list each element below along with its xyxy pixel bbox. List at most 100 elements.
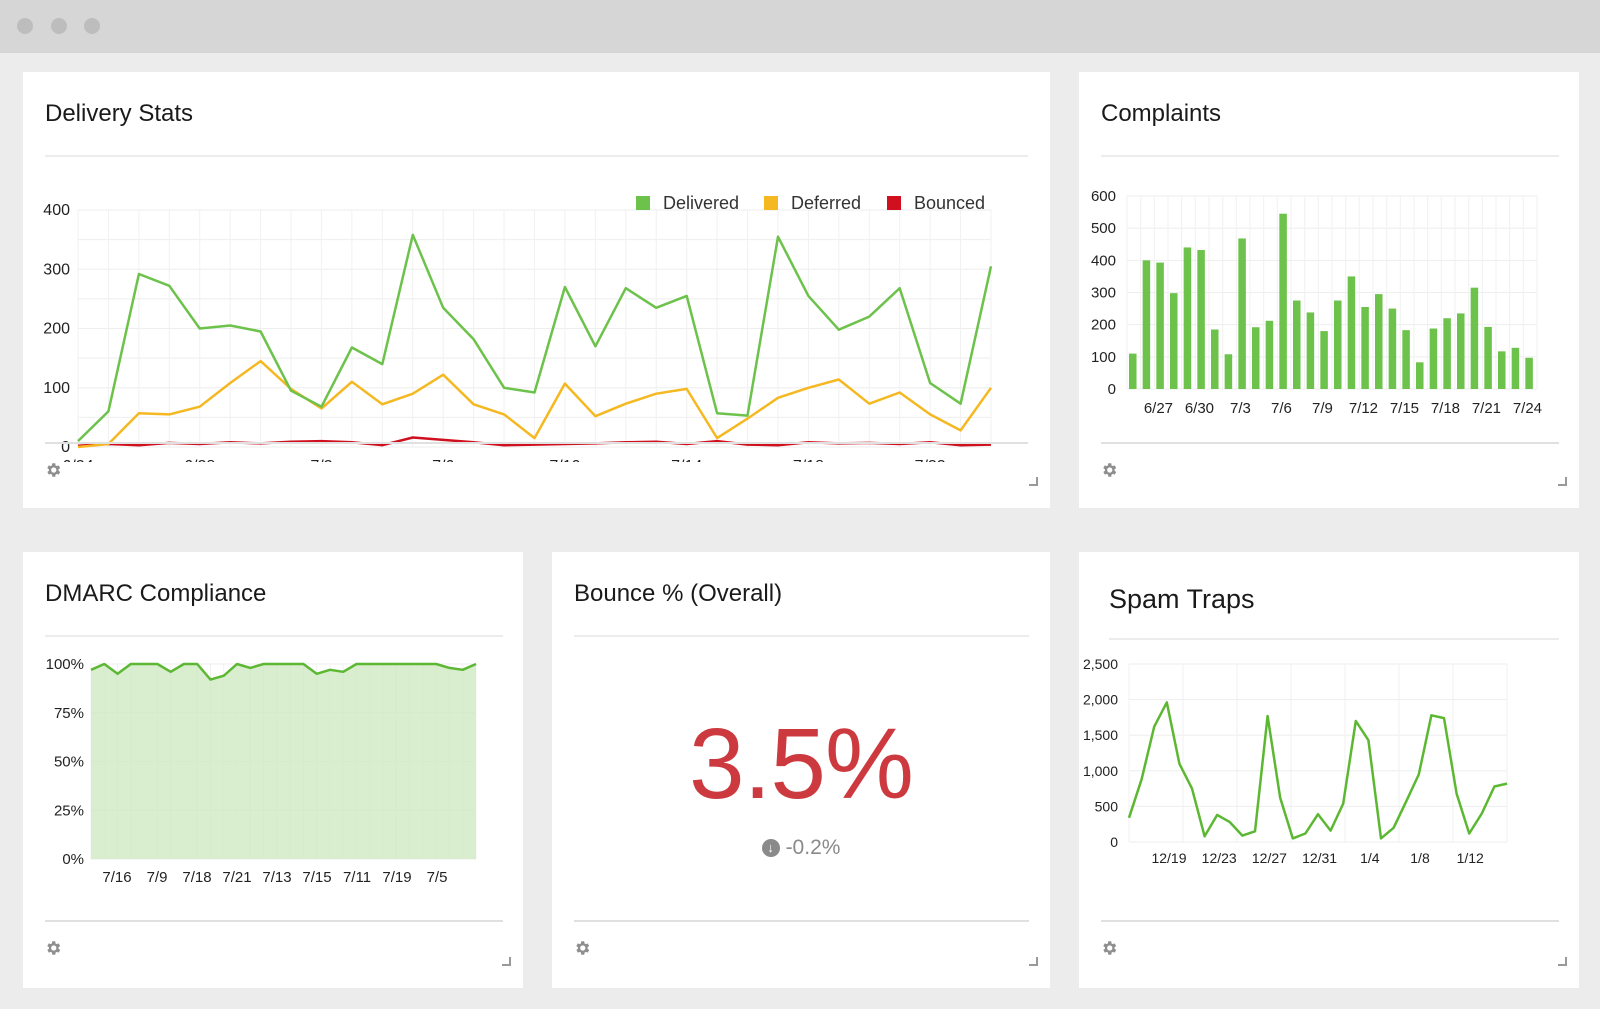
y-tick-label: 600 (1091, 188, 1116, 205)
y-tick-label: 25% (54, 802, 84, 819)
y-tick-label: 500 (1091, 220, 1116, 237)
bar (1211, 329, 1219, 389)
y-tick-label: 400 (1091, 252, 1116, 269)
x-tick-label: 7/22 (915, 458, 946, 462)
resize-handle-icon[interactable] (501, 956, 511, 966)
divider (45, 442, 1028, 444)
bar (1142, 260, 1151, 389)
y-tick-label: 100% (46, 656, 84, 673)
arrow-down-circle-icon: ↓ (761, 839, 780, 857)
bounce-delta: ↓ -0.2% (552, 836, 1050, 860)
x-tick-label: 7/6 (1271, 400, 1292, 417)
x-tick-label: 7/21 (1472, 400, 1501, 417)
x-tick-label: 7/11 (343, 869, 371, 886)
bar (1347, 276, 1356, 389)
y-tick-label: 0% (62, 851, 84, 868)
bar (1252, 327, 1260, 389)
x-tick-label: 12/19 (1151, 850, 1186, 866)
card-title: Spam Traps (1109, 584, 1255, 614)
complaints-card: Complaints 0 100 200 300 400 500 600 6/27 6/30 7/… (1079, 72, 1579, 508)
window-close-button[interactable] (17, 18, 33, 34)
divider (574, 635, 1029, 637)
bar (1197, 250, 1205, 389)
x-tick-label: 7/9 (147, 869, 168, 886)
dmarc-compliance-card: DMARC Compliance 0% 25% 50% 75% 100% 7/16 7/9 7… (23, 552, 523, 988)
divider (574, 920, 1029, 922)
bounce-percentage-value: 3.5% (689, 708, 914, 820)
legend-swatch-deferred (764, 196, 778, 210)
bounce-overall-card: Bounce % (Overall) 3.5% ↓ -0.2% (552, 552, 1050, 988)
y-tick-label: 200 (43, 321, 70, 338)
y-tick-label: 500 (1095, 798, 1119, 814)
y-tick-label: 100 (1091, 349, 1116, 366)
x-tick-label: 1/12 (1457, 850, 1484, 866)
delivery-stats-chart: 0 100 200 300 400 6/24 6/28 7/2 7/6 7/10 7/14 7/18 7… (43, 193, 993, 462)
bar (1470, 287, 1479, 389)
resize-handle-icon[interactable] (1028, 956, 1038, 966)
bar (1170, 293, 1178, 389)
x-tick-label: 7/3 (1230, 400, 1251, 417)
y-tick-label: 200 (1091, 317, 1116, 334)
y-tick-label: 300 (1091, 285, 1116, 302)
x-tick-label: 1/4 (1360, 850, 1380, 866)
bar (1279, 213, 1287, 389)
x-tick-label: 7/5 (427, 869, 448, 886)
x-tick-label: 6/27 (1144, 400, 1173, 417)
spam-traps-card: Spam Traps 0 500 1,000 1,500 2,000 2,500 12/19… (1079, 552, 1579, 988)
bar (1334, 300, 1342, 389)
card-title: Delivery Stats (45, 100, 194, 127)
x-tick-label: 7/10 (549, 458, 580, 462)
settings-gear-icon[interactable] (1100, 461, 1118, 479)
y-tick-label: 0 (1108, 381, 1116, 398)
bounce-delta-value: -0.2% (785, 836, 841, 859)
resize-handle-icon[interactable] (1557, 476, 1567, 486)
legend-label-deferred: Deferred (791, 193, 861, 213)
settings-gear-icon[interactable] (44, 939, 62, 957)
x-tick-label: 7/21 (222, 869, 251, 886)
x-tick-label: 7/9 (1312, 400, 1333, 417)
resize-handle-icon[interactable] (1557, 956, 1567, 966)
y-tick-label: 50% (54, 754, 84, 771)
x-tick-label: 7/15 (1390, 400, 1419, 417)
divider (45, 155, 1028, 157)
x-tick-label: 12/27 (1252, 850, 1287, 866)
x-tick-label: 7/2 (310, 458, 332, 462)
window-minimize-button[interactable] (51, 18, 67, 34)
legend-label-bounced: Bounced (914, 193, 985, 213)
window-maximize-button[interactable] (84, 18, 100, 34)
y-tick-label: 75% (54, 705, 84, 722)
x-tick-label: 7/16 (102, 869, 131, 886)
dmarc-compliance-chart: 0% 25% 50% 75% 100% 7/16 7/9 7/18 7/21 7/13 7/15 7/… (46, 656, 477, 886)
spam-traps-chart: 0 500 1,000 1,500 2,000 2,500 12/19 12/23 12/27 1… (1083, 656, 1508, 866)
settings-gear-icon[interactable] (1100, 939, 1118, 957)
x-tick-label: 6/30 (1185, 400, 1214, 417)
y-tick-label: 0 (1110, 834, 1118, 850)
resize-handle-icon[interactable] (1028, 476, 1038, 486)
x-tick-label: 7/14 (671, 458, 702, 462)
bar (1484, 326, 1492, 389)
bar (1224, 354, 1233, 389)
x-tick-label: 7/15 (302, 869, 331, 886)
y-tick-label: 1,000 (1083, 763, 1118, 779)
bar (1265, 320, 1274, 389)
settings-gear-icon[interactable] (44, 461, 62, 479)
x-tick-label: 12/31 (1302, 850, 1337, 866)
divider (1109, 638, 1559, 640)
bar (1361, 306, 1369, 389)
divider (1101, 155, 1559, 157)
card-title: Complaints (1101, 100, 1222, 127)
legend-label-delivered: Delivered (663, 193, 739, 213)
bar (1416, 362, 1424, 389)
y-tick-label: 100 (43, 380, 70, 397)
area-fill (91, 664, 476, 859)
bar (1320, 331, 1328, 389)
x-tick-label: 7/18 (1431, 400, 1460, 417)
y-tick-label: 1,500 (1083, 727, 1118, 743)
bar (1443, 318, 1451, 389)
complaints-chart: 0 100 200 300 400 500 600 6/27 6/30 7/3 7/6 7/9 7/12… (1091, 188, 1542, 417)
card-title: Bounce % (Overall) (574, 580, 783, 607)
bar (1306, 312, 1315, 389)
bar (1525, 357, 1533, 389)
divider (45, 920, 503, 922)
settings-gear-icon[interactable] (573, 939, 591, 957)
